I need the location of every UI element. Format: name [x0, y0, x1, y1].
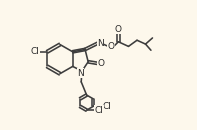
Text: O: O [98, 59, 105, 68]
Text: Cl: Cl [103, 102, 112, 111]
Text: O: O [115, 25, 122, 34]
Text: Cl: Cl [30, 47, 39, 56]
Text: N: N [77, 69, 84, 78]
Text: O: O [108, 42, 115, 51]
Text: N: N [97, 39, 104, 48]
Text: Cl: Cl [95, 106, 103, 115]
